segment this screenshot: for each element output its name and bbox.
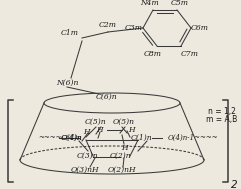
Text: m = A,B: m = A,B: [206, 115, 238, 124]
Text: ~~~~O(4)n: ~~~~O(4)n: [38, 134, 82, 142]
Text: C(6)n: C(6)n: [96, 93, 118, 101]
Text: H: H: [83, 128, 89, 136]
Text: N4m: N4m: [141, 0, 159, 7]
Text: C(1)n: C(1)n: [131, 134, 153, 142]
Text: C(3)n: C(3)n: [77, 152, 99, 160]
Text: C3m: C3m: [125, 24, 143, 32]
Text: C5m: C5m: [171, 0, 189, 7]
Text: C8m: C8m: [144, 50, 162, 58]
Text: C2m: C2m: [99, 21, 117, 29]
Text: H: H: [96, 126, 102, 134]
Text: C(2)n: C(2)n: [110, 152, 132, 160]
Text: C(5)n: C(5)n: [85, 118, 107, 126]
Text: H: H: [128, 126, 134, 134]
Text: n = 1,2: n = 1,2: [208, 107, 236, 116]
Text: H: H: [121, 144, 127, 152]
Text: N(6)n: N(6)n: [56, 79, 78, 87]
Text: O(3)nH: O(3)nH: [71, 166, 99, 174]
Text: O(5)n: O(5)n: [113, 118, 135, 126]
Text: O(2)nH: O(2)nH: [108, 166, 136, 174]
Text: C1m: C1m: [61, 29, 79, 37]
Text: C7m: C7m: [181, 50, 199, 58]
Text: C6m: C6m: [191, 24, 209, 32]
Text: O(4)n-1~~~~: O(4)n-1~~~~: [168, 134, 219, 142]
Text: C(4)n: C(4)n: [61, 134, 83, 142]
Text: 2: 2: [231, 180, 238, 189]
